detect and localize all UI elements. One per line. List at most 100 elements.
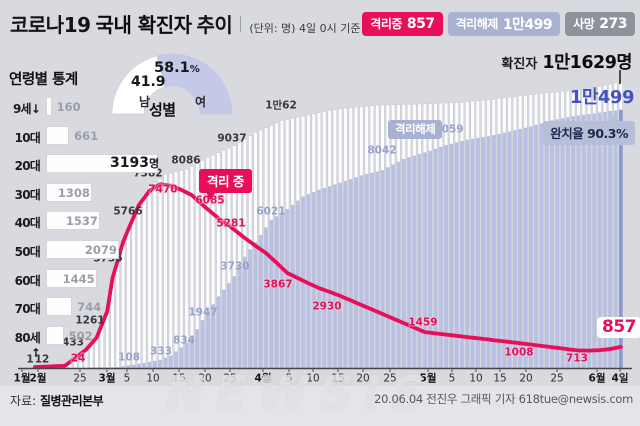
released-bar xyxy=(269,219,274,368)
released-bar xyxy=(179,347,184,368)
badge-label: 사망 xyxy=(573,17,595,31)
age-bar xyxy=(46,154,158,174)
x-tick-label: 15 xyxy=(172,373,185,385)
released-bar xyxy=(581,114,586,368)
title-prefix: 코로나19 xyxy=(10,13,91,37)
age-row: 20대 3193명 xyxy=(6,151,176,180)
x-tick-label: 15 xyxy=(331,373,344,385)
age-label: 9세↓ xyxy=(12,102,41,116)
age-row: 60대 1445 xyxy=(6,266,176,295)
released-bar xyxy=(497,133,501,368)
gender-female-label: 여 xyxy=(195,95,207,109)
released-bar xyxy=(502,132,507,368)
chart-value-label-confirmed: 9037 xyxy=(217,133,246,145)
released-bar xyxy=(444,145,448,368)
chart-value-label-quarantine: 24 xyxy=(71,353,86,365)
badge-released: 격리해제 1만499 xyxy=(447,12,561,36)
released-bar xyxy=(258,234,263,368)
released-bar xyxy=(317,189,321,368)
quarantine-line xyxy=(33,182,623,369)
gender-female-value: 58.1% xyxy=(154,60,200,76)
x-tick-label: 20 xyxy=(356,373,369,385)
released-bar xyxy=(423,152,427,368)
age-value: 160 xyxy=(56,100,81,114)
footer-strip xyxy=(0,386,640,426)
released-bar xyxy=(454,142,459,368)
released-bar xyxy=(608,111,613,368)
x-tick-labels: 1월 2월 25 3월 5 10 15 20 25 4월 5 10 15 20 25 5월 5 10 15 20 25 6… xyxy=(14,369,628,385)
released-bar xyxy=(465,139,470,368)
released-bar xyxy=(327,186,332,368)
quarantining-badge-tail xyxy=(206,192,216,200)
x-tick-label: 20 xyxy=(519,373,532,385)
x-tick-label: 1월 xyxy=(14,372,31,385)
age-bar xyxy=(46,182,92,202)
released-bar xyxy=(375,171,380,368)
age-bar xyxy=(46,325,64,345)
age-label: 60대 xyxy=(14,273,41,288)
age-bar xyxy=(46,97,52,116)
released-bar xyxy=(200,320,205,368)
released-bar xyxy=(518,129,523,368)
released-bar xyxy=(460,141,464,368)
released-bar xyxy=(253,242,258,368)
quarantine-now-value: 857 xyxy=(597,317,640,338)
age-label: 70대 xyxy=(14,302,41,317)
page-title: 코로나19 국내 확진자 추이 (단위: 명) 4일 0시 기준 xyxy=(10,9,360,38)
chart-value-label-confirmed: 12 xyxy=(35,354,50,366)
age-row: 40대 1537 xyxy=(6,208,176,237)
released-bar xyxy=(322,188,327,368)
chart-value-label-confirmed: 1만62 xyxy=(265,99,297,112)
released-bar xyxy=(364,174,369,368)
released-bar xyxy=(158,359,163,368)
released-bar xyxy=(555,119,560,368)
chart-value-label-quarantine: 713 xyxy=(566,353,588,365)
age-bar xyxy=(46,125,70,145)
badge-in-quarantine: 격리중 857 xyxy=(362,12,443,36)
age-value: 1537 xyxy=(65,214,98,229)
released-bar xyxy=(333,184,337,368)
age-value: 1308 xyxy=(57,185,90,200)
source-name: 질병관리본부 xyxy=(39,394,104,408)
released-bar xyxy=(380,170,385,368)
released-bar xyxy=(274,216,279,368)
released-bar xyxy=(428,150,433,368)
age-row: 9세↓ 160 xyxy=(6,94,176,123)
chart-value-label-released: 3730 xyxy=(220,261,249,273)
released-bar xyxy=(603,111,607,368)
newsis-watermark: NEWSIS xyxy=(166,366,437,420)
released-bar xyxy=(359,175,364,368)
age-row: 50대 2079 xyxy=(6,237,176,266)
x-tick-label: 3월 xyxy=(99,372,116,385)
cure-rate-badge-tail xyxy=(609,115,619,121)
chart-value-label-quarantine: 2930 xyxy=(312,301,341,313)
released-bar xyxy=(470,138,475,368)
source-note: 자료: 질병관리본부 xyxy=(10,392,104,409)
released-bar xyxy=(248,249,253,368)
chart-value-label-released: 6021 xyxy=(256,206,285,218)
age-label: 10대 xyxy=(14,130,41,145)
chart-value-label-quarantine: 1459 xyxy=(408,317,437,329)
released-bar xyxy=(412,155,417,368)
title-suffix: 추이 xyxy=(196,13,233,37)
title-unit-note: (단위: 명) 4일 0시 기준 xyxy=(249,22,361,35)
quarantining-series-badge: 격리 중 xyxy=(199,169,252,200)
age-label: 50대 xyxy=(14,244,41,259)
released-bar xyxy=(285,209,290,368)
age-bar xyxy=(46,297,73,317)
cure-rate-badge: 완치율 90.3% xyxy=(543,115,635,145)
released-bar xyxy=(386,167,390,368)
age-label: 80세↑ xyxy=(14,330,41,360)
chart-value-label-released: 333 xyxy=(150,346,172,358)
released-bar xyxy=(476,137,480,368)
chart-value-label-released: 1947 xyxy=(188,307,217,319)
released-bar xyxy=(264,227,268,368)
released-bar xyxy=(190,338,194,368)
chart-value-label-released: 8042 xyxy=(367,145,396,157)
age-row: 80세↑ 502 xyxy=(6,323,176,360)
released-bar xyxy=(417,154,422,368)
x-tick-label: 10 xyxy=(469,373,482,385)
chart-value-label-confirmed: 8086 xyxy=(171,155,200,167)
released-total-value: 1만499 xyxy=(569,87,635,108)
